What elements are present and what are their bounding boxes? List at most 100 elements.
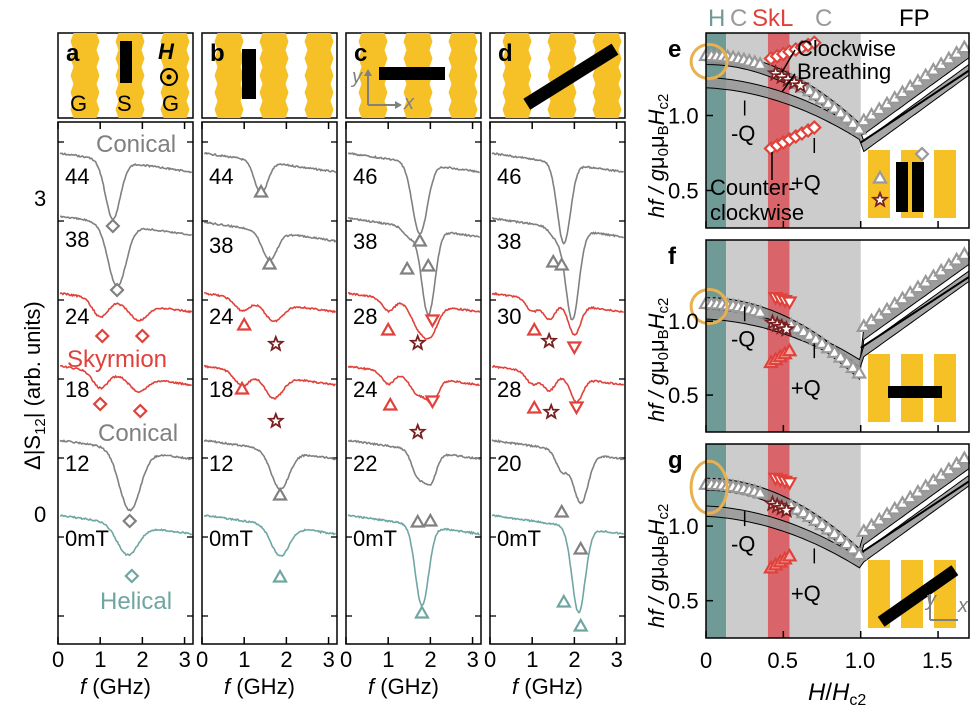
triangle-marker — [420, 257, 437, 272]
x-tick-label: 1 — [238, 647, 250, 672]
data-diamond — [806, 35, 822, 51]
data-triangle — [838, 535, 855, 550]
spectrum-curve-0mT — [59, 514, 193, 557]
triangle-marker — [409, 513, 426, 528]
inset-signal — [896, 162, 908, 212]
data-triangle-down — [781, 477, 798, 492]
panel-label-c: c — [354, 40, 367, 67]
inset-signal — [877, 565, 959, 627]
x-tick-label: 0 — [340, 647, 352, 672]
stripe — [214, 33, 244, 118]
inset-row: a b c d G S G Hx y — [57, 32, 626, 119]
triangle-down-marker — [424, 395, 441, 410]
diamond-marker — [134, 328, 150, 344]
spectrum-curve-12 — [59, 439, 192, 512]
axis-y-label: y — [924, 589, 937, 611]
x-tick-label: 2 — [568, 647, 580, 672]
data-triangle — [956, 450, 970, 465]
label-clockwise: Clockwise — [797, 36, 896, 61]
x-axis-label: f (GHz) — [512, 674, 583, 699]
label-plusQ: +Q — [791, 581, 821, 606]
field-label-28: 28 — [353, 304, 377, 329]
x-tick-label: 1.0 — [845, 648, 876, 673]
label-G: G — [70, 91, 87, 116]
x-tick-label: 3 — [611, 647, 623, 672]
data-triangle — [832, 104, 849, 119]
fp-line — [860, 69, 970, 144]
field-label-12: 12 — [209, 451, 233, 476]
data-triangle — [956, 246, 970, 260]
fp-line — [860, 276, 970, 349]
stripe — [868, 150, 890, 218]
x-tick-label: 0 — [484, 647, 496, 672]
diamond-marker — [109, 282, 125, 298]
star-marker — [266, 334, 285, 352]
triangle-down-marker — [568, 401, 585, 416]
spectrum-curve-44 — [59, 152, 193, 221]
phase-label-C: C — [730, 5, 747, 32]
panel-frame — [705, 443, 970, 639]
highlight-ring — [689, 287, 729, 325]
field-label-0mT: 0mT — [65, 526, 109, 551]
annotation-skyrmion: Skyrmion — [67, 346, 167, 373]
diamond-marker — [105, 218, 121, 234]
data-triangle-down — [781, 296, 798, 311]
label-plusQ: +Q — [791, 375, 821, 400]
panel-frame — [705, 239, 970, 433]
field-dot — [166, 74, 172, 80]
data-triangle — [820, 520, 837, 535]
signal-line — [242, 49, 256, 99]
y-axis-label: hf / gμ0μBHc2 — [644, 504, 672, 628]
field-label-0mT: 0mT — [497, 526, 541, 551]
spectrum-curve-46 — [491, 152, 624, 245]
label-S: S — [117, 91, 132, 116]
panel-frame — [705, 32, 970, 229]
axis-x-label: x — [957, 595, 969, 617]
x-tick-label: 1 — [526, 647, 538, 672]
spectrum-curve-30 — [491, 291, 624, 337]
inset-d: d — [489, 32, 626, 119]
field-label-24: 24 — [209, 304, 233, 329]
x-tick-label: 0 — [196, 647, 208, 672]
x-tick-label: 3 — [179, 647, 191, 672]
y-tick-label: 0.5 — [668, 179, 699, 204]
label-minusQ: -Q — [731, 327, 755, 352]
stripe — [70, 33, 100, 118]
dispersion-panel-e: -Q +Q 1.0 0.5 e hf / gμ0μBHc2 — [644, 32, 970, 229]
field-label-38: 38 — [209, 233, 233, 258]
annotation-conical-top: Conical — [96, 131, 176, 158]
y-axis-label: hf / gμ0μBHc2 — [644, 94, 672, 218]
stripe — [160, 33, 190, 118]
x-tick-label: 3 — [467, 647, 479, 672]
data-triangle — [838, 109, 855, 124]
triangle-down-marker — [566, 341, 583, 356]
diamond-marker — [92, 396, 108, 412]
phase-label-FP: FP — [899, 5, 930, 32]
dispersion-panel-f: -Q +Q 1.0 0.5 f hf / gμ0μBHc2 — [644, 239, 970, 433]
triangle-marker — [399, 260, 416, 275]
data-triangle — [820, 339, 837, 354]
field-label-20: 20 — [497, 451, 521, 476]
spectrum-curve-28 — [347, 291, 481, 340]
dispersion-panels: -Q +Q 1.0 0.5 e hf / gμ0μBHc2 -Q +Q 1.0 0.5 f hf / … — [644, 5, 970, 706]
spectrum-curve-38 — [60, 215, 192, 288]
axis-y-label: y — [350, 66, 363, 88]
data-triangle — [851, 546, 868, 561]
field-label-38: 38 — [497, 229, 521, 254]
diamond-marker — [124, 568, 140, 584]
legend-diamond — [914, 146, 930, 162]
x-tick-label: 1.5 — [922, 648, 953, 673]
data-triangle — [752, 303, 769, 318]
field-label-46: 46 — [353, 164, 377, 189]
stripe — [304, 33, 334, 118]
triangle-marker — [553, 503, 570, 518]
signal-line — [120, 41, 132, 83]
triangle-marker — [572, 617, 589, 632]
panel-label-f: f — [668, 243, 677, 270]
data-star — [791, 75, 810, 94]
spectrum-curve-20 — [491, 438, 624, 505]
data-triangle — [752, 56, 769, 70]
data-triangle — [752, 484, 769, 499]
